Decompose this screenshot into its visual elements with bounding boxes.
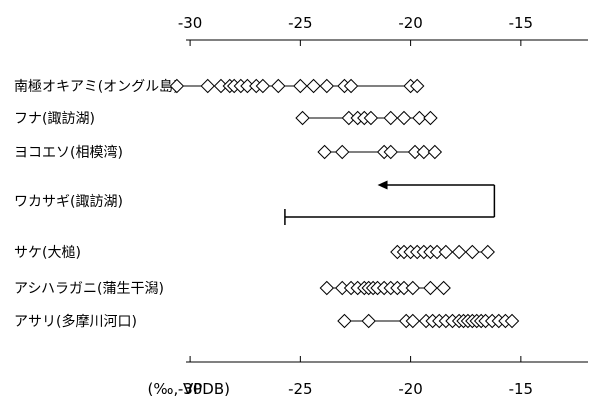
data-point — [343, 78, 359, 94]
data-point — [451, 244, 467, 260]
data-point — [306, 78, 321, 94]
top-tick-label: -15 — [509, 14, 534, 32]
data-point — [255, 78, 271, 94]
top-tick-label: -20 — [398, 14, 423, 32]
bottom-tick-label: -30 — [178, 380, 203, 398]
series-row: ヨコエソ(相模湾) — [14, 144, 443, 161]
series-row: フナ(諏訪湖) — [14, 110, 438, 127]
series-label: アサリ(多摩川河口) — [14, 313, 137, 330]
series-label: サケ(大槌) — [14, 245, 81, 261]
data-point — [271, 78, 286, 94]
data-point — [319, 78, 335, 94]
bottom-tick-label: -25 — [288, 380, 313, 398]
data-point — [423, 280, 438, 296]
data-point — [412, 110, 427, 126]
data-point — [335, 144, 350, 160]
data-point — [405, 313, 421, 329]
data-point — [423, 110, 438, 126]
data-point — [480, 244, 495, 260]
data-point — [427, 144, 443, 160]
data-point — [438, 244, 454, 260]
data-point — [416, 144, 432, 160]
data-point — [361, 313, 376, 329]
data-point — [337, 313, 352, 329]
series-row: アシハラガニ(蒲生干潟) — [14, 280, 451, 297]
series-rows: 南極オキアミ(オングル島) フナ(諏訪湖) ヨコエソ(相模湾) ワカサギ(諏訪湖) サケ… — [14, 78, 520, 330]
series-row: サケ(大槌) — [14, 244, 495, 261]
data-point — [317, 144, 332, 160]
data-point — [383, 110, 398, 126]
data-point — [363, 110, 379, 126]
data-point — [465, 244, 480, 260]
data-point — [405, 280, 421, 296]
top-x-axis: -30 -25 -20 -15 — [178, 14, 588, 46]
series-label: アシハラガニ(蒲生干潟) — [14, 281, 164, 297]
data-point — [383, 144, 398, 160]
top-tick-label: -25 — [288, 14, 313, 32]
series-label: フナ(諏訪湖) — [14, 111, 95, 127]
arrow-head — [377, 180, 388, 190]
series-row: 南極オキアミ(オングル島) — [14, 78, 425, 95]
series-label: ワカサギ(諏訪湖) — [14, 194, 123, 210]
bottom-tick-label: -20 — [398, 380, 423, 398]
data-point — [504, 313, 520, 329]
data-point — [293, 78, 308, 94]
data-point — [396, 110, 412, 126]
data-point — [319, 280, 335, 296]
data-point — [410, 78, 425, 94]
series-row: アサリ(多摩川河口) — [14, 313, 520, 330]
data-point — [295, 110, 310, 126]
data-point — [436, 280, 451, 296]
top-tick-label: -30 — [178, 14, 203, 32]
bottom-x-axis: (‰, VPDB) -30 -25 -20 -15 — [147, 356, 588, 398]
series-label: ヨコエソ(相模湾) — [14, 144, 123, 161]
data-point — [200, 78, 215, 94]
unit-label: (‰, VPDB) — [147, 380, 230, 398]
series-row: ワカサギ(諏訪湖) — [14, 180, 496, 225]
data-point — [169, 78, 185, 94]
bottom-tick-label: -15 — [509, 380, 534, 398]
series-label: 南極オキアミ(オングル島) — [14, 79, 179, 95]
